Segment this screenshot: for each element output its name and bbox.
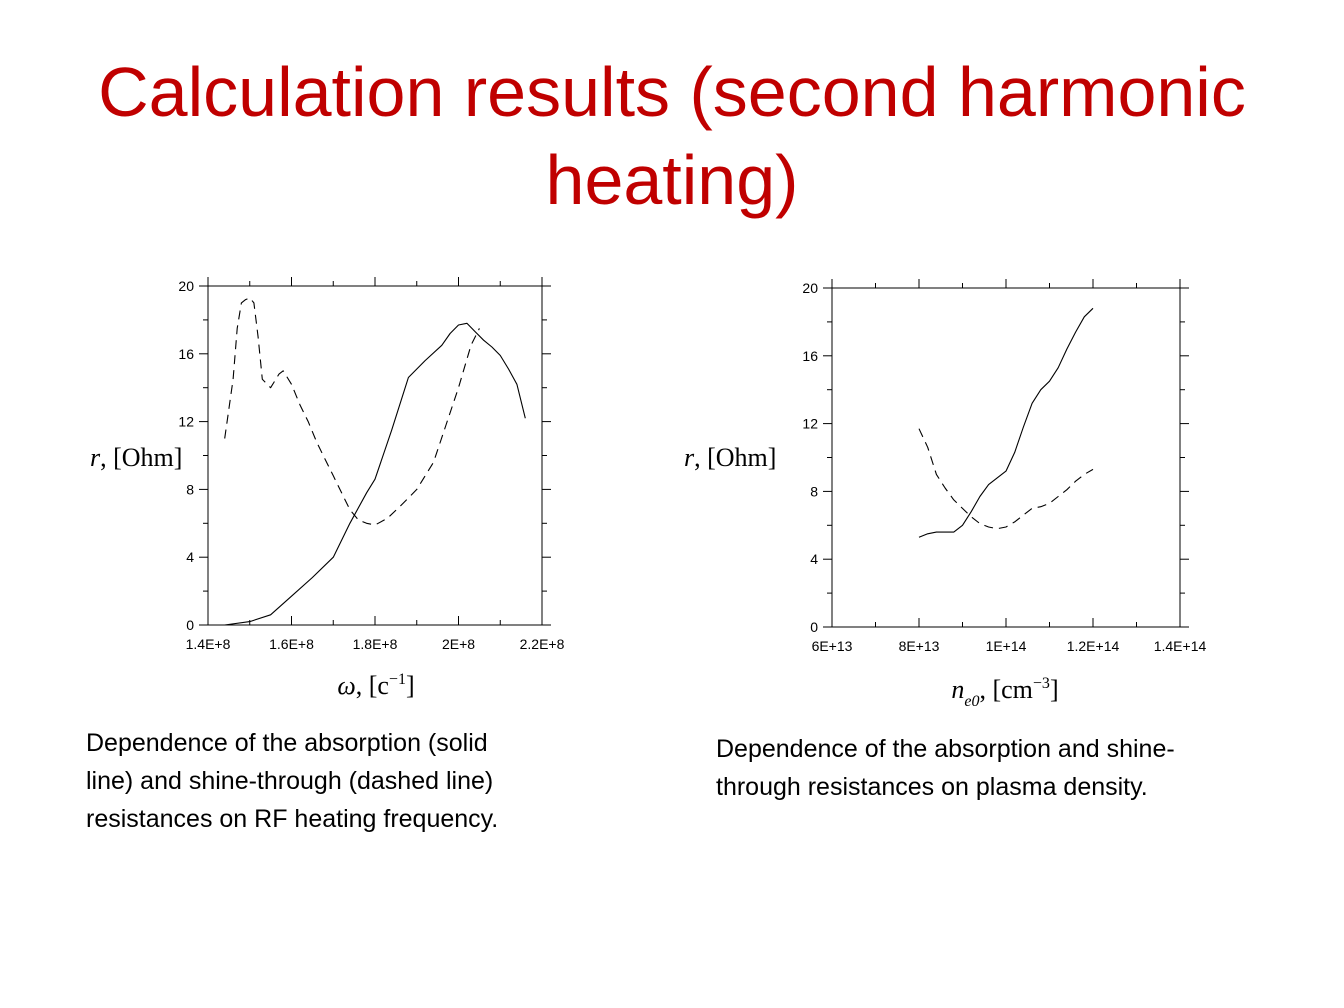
frequency-chart-y-axis-title: r, [Ohm] xyxy=(90,443,182,472)
caption-density-chart: Dependence of the absorption and shine- … xyxy=(716,730,1316,806)
x-tick-label: 2.2E+8 xyxy=(520,636,565,652)
x-tick-label: 1.6E+8 xyxy=(269,636,314,652)
x-axis-unit-exponent: −3 xyxy=(1033,675,1050,692)
y-tick-label: 0 xyxy=(186,617,194,633)
caption-line: Dependence of the absorption and shine- xyxy=(716,735,1175,763)
slide-title-line-1: Calculation results (second harmonic xyxy=(98,53,1246,131)
x-axis-unit-close: ] xyxy=(406,671,415,700)
caption-line: resistances on RF heating frequency. xyxy=(86,805,499,833)
y-axis-symbol: r xyxy=(90,443,101,472)
density-chart-y-axis-title: r, [Ohm] xyxy=(684,443,776,472)
absorption-series-line xyxy=(224,322,526,626)
y-tick-label: 8 xyxy=(810,483,818,499)
y-tick-label: 8 xyxy=(186,481,194,497)
x-axis-unit-exponent: −1 xyxy=(389,671,406,688)
y-axis-unit: [Ohm] xyxy=(707,443,776,472)
y-axis-symbol: r xyxy=(684,443,695,472)
x-tick-label: 1.2E+14 xyxy=(1067,638,1120,654)
plot-frame xyxy=(831,287,1181,628)
density-chart-axes xyxy=(823,279,1189,628)
x-axis-unit-close: ] xyxy=(1050,675,1059,704)
x-tick-label: 1.8E+8 xyxy=(353,636,398,652)
x-tick-label: 2E+8 xyxy=(442,636,475,652)
y-tick-label: 12 xyxy=(802,416,818,432)
shine-through-series-line xyxy=(224,297,480,526)
x-axis-unit: [cm xyxy=(992,675,1032,704)
density-chart-tick-labels: 6E+13 8E+13 1E+14 1.2E+14 1.4E+14 0 4 8 12 16 20 xyxy=(802,280,1206,654)
caption-line: Dependence of the absorption (solid xyxy=(86,729,488,757)
caption-line: through resistances on plasma density. xyxy=(716,773,1148,801)
y-tick-label: 20 xyxy=(802,280,818,296)
slide-title-line-2: heating) xyxy=(545,141,799,219)
y-tick-label: 16 xyxy=(178,346,194,362)
density-chart-x-axis-title: ne0, [cm−3] xyxy=(951,675,1058,710)
x-axis-symbol: n xyxy=(951,675,964,704)
shine-through-series-line xyxy=(918,428,1094,530)
x-tick-label: 1E+14 xyxy=(986,638,1027,654)
y-tick-label: 12 xyxy=(178,414,194,430)
y-tick-label: 20 xyxy=(178,278,194,294)
x-axis-symbol: ω xyxy=(337,671,355,700)
y-tick-label: 4 xyxy=(186,549,194,565)
frequency-chart-tick-labels: 1.4E+8 1.6E+8 1.8E+8 2E+8 2.2E+8 0 4 8 12 16 20 xyxy=(178,278,564,652)
caption-frequency-chart: Dependence of the absorption (solid line… xyxy=(86,724,646,838)
slide-title: Calculation results (second harmonic hea… xyxy=(40,48,1304,224)
frequency-chart-x-axis-title: ω, [c−1] xyxy=(337,671,414,700)
y-tick-label: 0 xyxy=(810,619,818,635)
frequency-chart-axes xyxy=(199,277,551,626)
x-axis-unit: [c xyxy=(369,671,389,700)
y-axis-unit: [Ohm] xyxy=(113,443,182,472)
y-tick-label: 4 xyxy=(810,551,818,567)
x-tick-label: 8E+13 xyxy=(899,638,940,654)
frequency-chart-series xyxy=(224,297,526,626)
x-tick-label: 6E+13 xyxy=(812,638,853,654)
caption-line: line) and shine-through (dashed line) xyxy=(86,767,494,795)
density-chart: 6E+13 8E+13 1E+14 1.2E+14 1.4E+14 0 4 8 12 16 20 n… xyxy=(684,279,1206,710)
absorption-series-line xyxy=(918,307,1094,538)
y-tick-label: 16 xyxy=(802,348,818,364)
x-tick-label: 1.4E+14 xyxy=(1154,638,1207,654)
density-chart-series xyxy=(918,307,1094,538)
x-axis-subscript: e0 xyxy=(964,693,979,710)
x-tick-label: 1.4E+8 xyxy=(186,636,231,652)
frequency-chart: 1.4E+8 1.6E+8 1.8E+8 2E+8 2.2E+8 0 4 8 12 16 20 ω,… xyxy=(90,277,565,700)
